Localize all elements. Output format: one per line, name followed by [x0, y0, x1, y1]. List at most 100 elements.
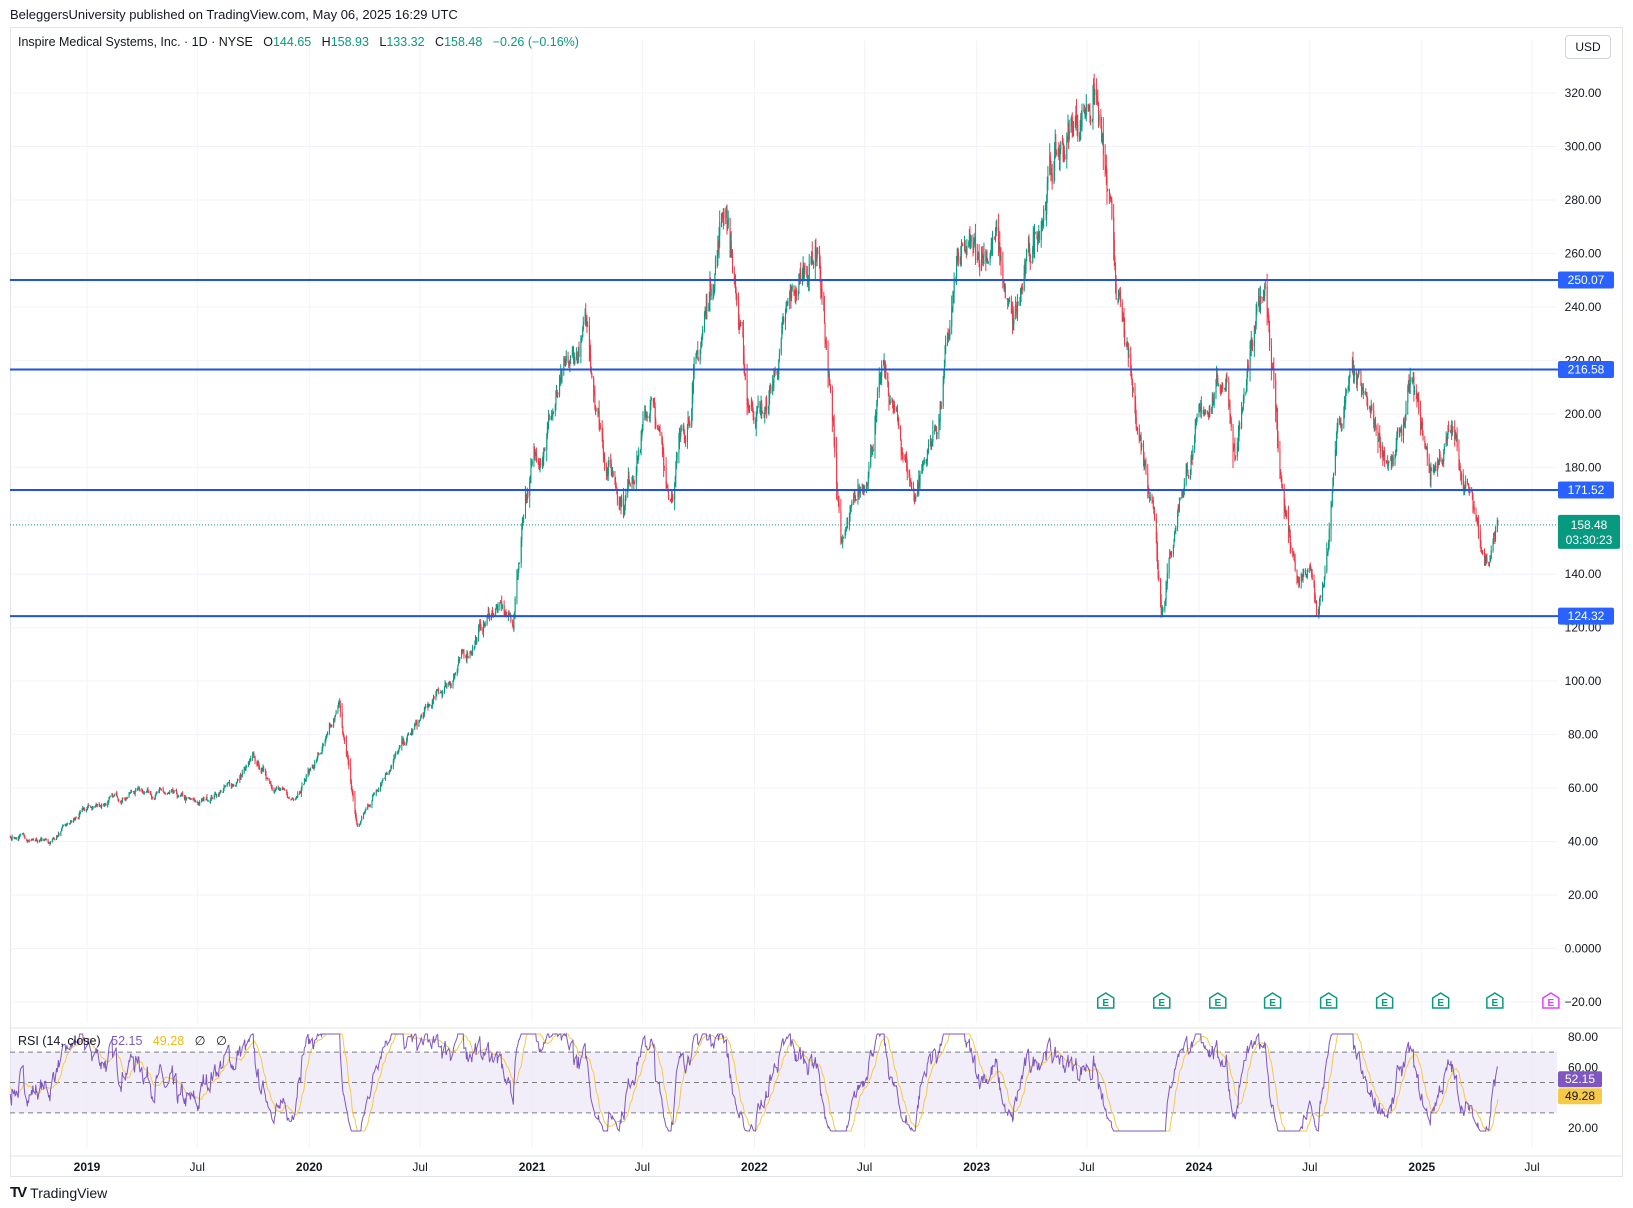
candle-body	[1318, 609, 1320, 615]
candle-body	[978, 253, 980, 257]
candle-body	[1433, 466, 1435, 473]
candle-body	[1468, 491, 1470, 494]
candle-body	[1071, 117, 1073, 124]
candle-body	[535, 453, 537, 462]
candle-body	[1387, 461, 1389, 467]
candle-body	[1356, 372, 1358, 385]
candle-body	[316, 760, 318, 762]
candle-body	[241, 772, 243, 776]
candle-body	[189, 797, 191, 799]
candle-body	[436, 690, 438, 695]
candle-body	[1222, 384, 1224, 389]
candle-body	[26, 838, 28, 841]
candle-body	[85, 809, 87, 811]
svg-text:03:30:23: 03:30:23	[1566, 533, 1613, 547]
rsi-extra-2: ∅	[215, 1034, 227, 1048]
level-price-label: 216.58	[1558, 360, 1614, 378]
candle-body	[1314, 595, 1316, 603]
candle-body	[555, 396, 557, 406]
candle-body	[409, 733, 411, 735]
candle-body	[1371, 406, 1373, 411]
candle-body	[591, 373, 593, 379]
candle-body	[1289, 528, 1291, 536]
candle-body	[867, 475, 869, 485]
symbol-legend[interactable]: Inspire Medical Systems, Inc. · 1D · NYS…	[18, 35, 579, 49]
candle-body	[965, 250, 967, 255]
candle-body	[1326, 555, 1328, 572]
tradingview-brand[interactable]: TV TradingView	[10, 1184, 107, 1201]
candle-body	[531, 460, 533, 465]
candle-body	[240, 775, 242, 778]
candle-body	[258, 766, 260, 770]
candle-body	[800, 271, 802, 282]
candle-body	[702, 329, 704, 336]
candle-body	[256, 760, 258, 766]
candle-body	[1230, 418, 1232, 427]
candle-body	[606, 468, 608, 476]
candle-body	[1439, 454, 1441, 461]
candle-body	[397, 751, 399, 754]
candle-body	[433, 696, 435, 701]
candle-body	[564, 360, 566, 362]
currency-button[interactable]: USD	[1565, 35, 1611, 59]
candle-body	[987, 261, 989, 263]
candle-body	[1046, 194, 1048, 215]
candle-body	[215, 794, 217, 797]
candle-body	[445, 686, 447, 688]
candle-body	[1468, 483, 1470, 492]
candle-body	[1038, 231, 1040, 240]
candle-body	[467, 656, 469, 658]
candle-body	[810, 256, 812, 265]
candle-body	[847, 521, 849, 525]
candle-body	[757, 401, 759, 408]
time-tick-label: 2019	[74, 1160, 101, 1174]
candle-body	[837, 490, 839, 500]
candle-body	[821, 288, 823, 299]
candle-body	[623, 498, 625, 509]
candle-body	[385, 773, 387, 775]
candle-body	[1331, 491, 1333, 506]
candle-body	[71, 821, 73, 823]
candle-body	[644, 409, 646, 418]
publication-header: BeleggersUniversity published on Trading…	[10, 7, 458, 22]
price-tick-label: 140.00	[1565, 567, 1602, 581]
candle-body	[454, 674, 456, 677]
rsi-line	[9, 1032, 1499, 1133]
candle-body	[938, 419, 940, 433]
candle-body	[237, 778, 239, 780]
candle-body	[802, 272, 804, 282]
candle-body	[79, 811, 81, 813]
earnings-icon: E	[1153, 992, 1171, 1009]
candle-body	[841, 540, 843, 542]
candle-body	[888, 395, 890, 403]
candle-body	[629, 483, 631, 487]
candle-body	[95, 804, 97, 806]
rsi-legend[interactable]: RSI (14, close) 52.15 49.28 ∅ ∅	[18, 1033, 227, 1048]
candle-body	[248, 762, 250, 764]
candle-body	[253, 752, 255, 757]
candle-body	[163, 792, 165, 794]
candle-body	[1056, 152, 1058, 155]
candle-body	[52, 838, 54, 840]
levels	[10, 278, 1560, 618]
candle-body	[676, 453, 678, 459]
candle-body	[1437, 462, 1439, 465]
candle-body	[1486, 557, 1488, 563]
candle-body	[1379, 442, 1381, 452]
candle-body	[1356, 377, 1358, 385]
time-tick-label: Jul	[1079, 1160, 1094, 1174]
candle-body	[944, 353, 946, 363]
rsi-tick-label: 60.00	[1568, 1060, 1598, 1074]
candle-body	[37, 840, 39, 843]
candle-body	[756, 410, 758, 417]
candle-body	[294, 798, 296, 801]
candle-body	[764, 411, 766, 417]
candle-body	[467, 653, 469, 657]
svg-text:E: E	[1102, 998, 1109, 1009]
candle-body	[560, 371, 562, 380]
candle-body	[367, 804, 369, 809]
candle-body	[957, 252, 959, 258]
candle-body	[1332, 481, 1334, 492]
candle-body	[972, 236, 974, 250]
